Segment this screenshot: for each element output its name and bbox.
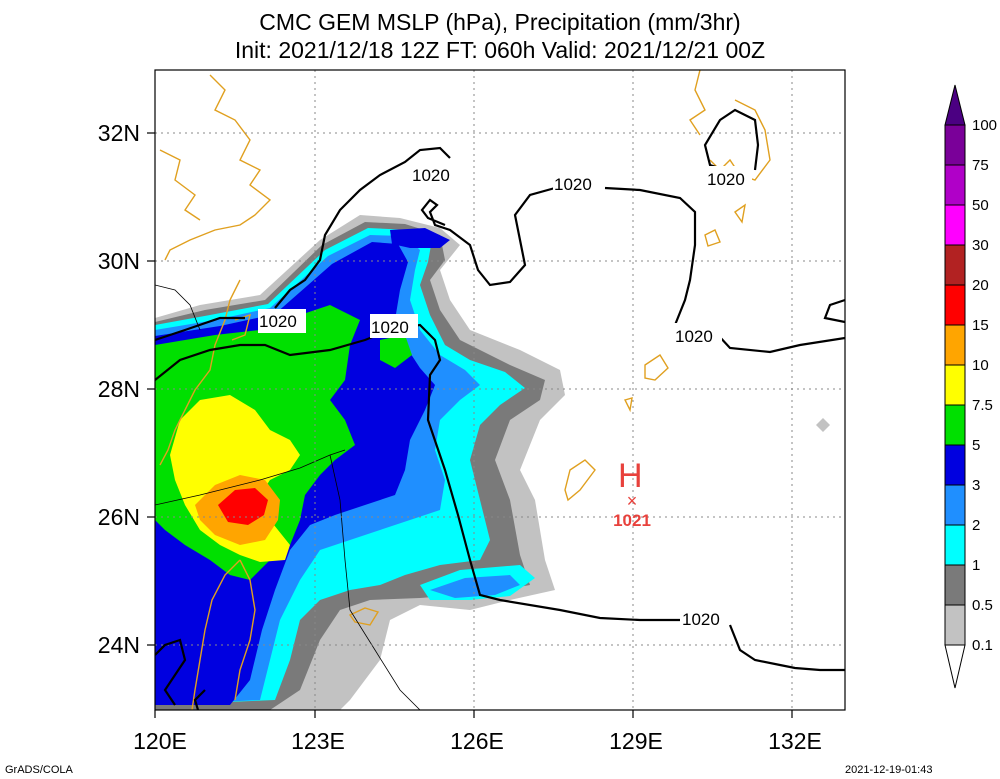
isobar-label: 1020: [554, 175, 592, 194]
colorbar-label: 3: [972, 477, 980, 494]
colorbar-label: 0.1: [972, 637, 993, 654]
x-tick-label: 126E: [450, 728, 504, 754]
isobar-label: 1020: [412, 166, 450, 185]
x-tick-label: 129E: [609, 728, 663, 754]
coastlines: [159, 70, 771, 710]
isobar-label: 1020: [675, 327, 713, 346]
colorbar-label: 20: [972, 277, 989, 294]
colorbar: [944, 84, 966, 689]
map-title: CMC GEM MSLP (hPa), Precipitation (mm/3h…: [259, 9, 741, 35]
map-plot-area: 1020 1020 1020 1020 1020 1020 1020 H × 1…: [155, 70, 845, 710]
colorbar-label: 2: [972, 517, 980, 534]
isobar-label: 1020: [371, 318, 409, 337]
axis-ticks: [147, 132, 793, 718]
colorbar-label: 0.5: [972, 597, 993, 614]
map-subtitle: Init: 2021/12/18 12Z FT: 060h Valid: 202…: [234, 37, 766, 63]
y-tick-label: 30N: [98, 248, 140, 274]
colorbar-bottom-arrow: [944, 644, 966, 689]
high-pressure-value: 1021: [613, 511, 651, 530]
high-pressure-center: H × 1021: [613, 457, 651, 530]
y-tick-label: 32N: [98, 120, 140, 146]
isobars: [155, 108, 845, 710]
y-tick-label: 28N: [98, 376, 140, 402]
x-tick-label: 132E: [768, 728, 822, 754]
isobar-label: 1020: [259, 312, 297, 331]
x-axis-labels: 120E 123E 126E 129E 132E: [133, 728, 822, 754]
colorbar-label: 15: [972, 317, 989, 334]
colorbar-label: 5: [972, 437, 980, 454]
y-tick-label: 24N: [98, 632, 140, 658]
grid-lines: [155, 70, 845, 710]
isobar-label: 1020: [682, 610, 720, 629]
footer-timestamp: 2021-12-19-01:43: [845, 764, 933, 776]
borders: [155, 284, 421, 710]
y-tick-label: 26N: [98, 504, 140, 530]
colorbar-top-arrow: [944, 84, 966, 126]
high-center-mark: ×: [627, 491, 638, 511]
colorbar-label: 100: [972, 117, 997, 134]
footer-software-label: GrADS/COLA: [5, 764, 73, 776]
colorbar-label: 30: [972, 237, 989, 254]
colorbar-label: 10: [972, 357, 989, 374]
x-tick-label: 123E: [291, 728, 345, 754]
x-tick-label: 120E: [133, 728, 187, 754]
y-axis-labels: 32N 30N 28N 26N 24N: [98, 120, 140, 658]
isobar-label: 1020: [707, 170, 745, 189]
colorbar-label: 7.5: [972, 397, 993, 414]
colorbar-label: 50: [972, 197, 989, 214]
colorbar-label: 1: [972, 557, 980, 574]
plot-frame: [154, 69, 846, 711]
colorbar-label: 75: [972, 157, 989, 174]
colorbar-labels: 100 75 50 30 20 15 10 7.5 5 3 2 1 0.5 0.…: [972, 117, 997, 654]
high-symbol: H: [618, 457, 643, 495]
